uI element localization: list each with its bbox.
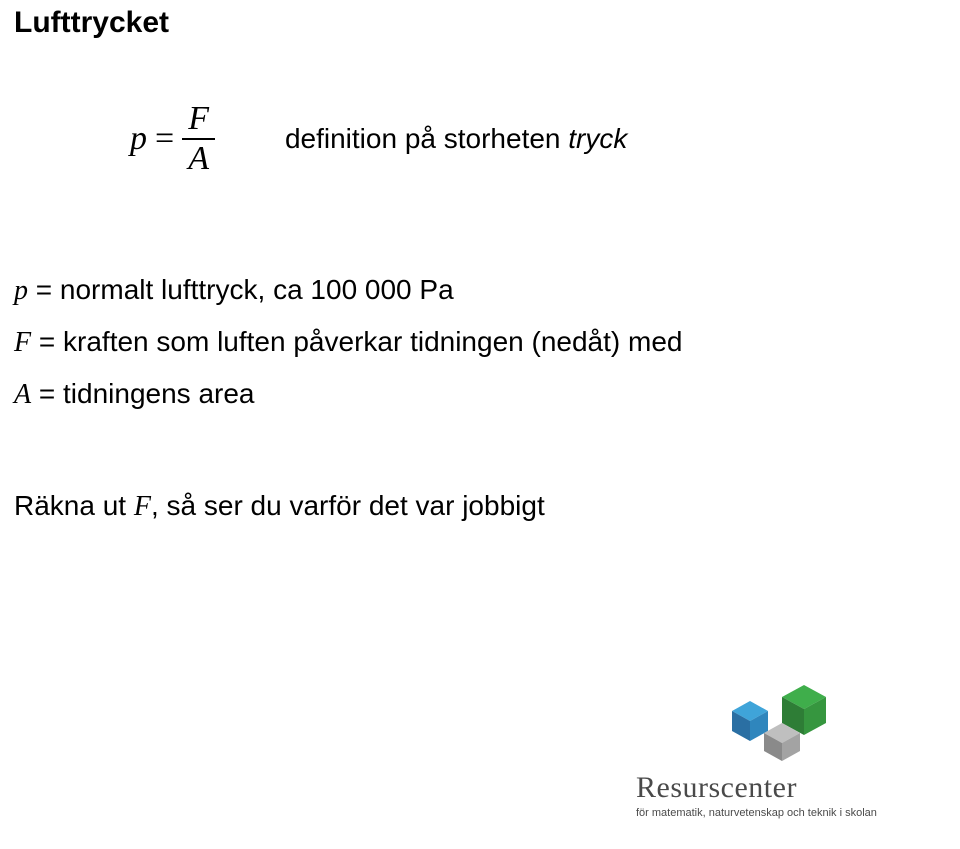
var-A: A xyxy=(14,379,31,410)
cube-blue-icon xyxy=(732,701,768,741)
page-title: Lufttrycket xyxy=(14,6,169,40)
calculate-hint: Räkna ut F, så ser du varför det var job… xyxy=(14,490,545,523)
calc-var: F xyxy=(134,491,151,522)
definition-text: definition på storheten tryck xyxy=(285,123,627,155)
def-A-text: = tidningens area xyxy=(31,378,254,409)
def-p: p = normalt lufttryck, ca 100 000 Pa xyxy=(14,268,682,314)
calc-prefix: Räkna ut xyxy=(14,490,134,521)
formula-equals: = xyxy=(155,120,174,158)
formula-fraction: F A xyxy=(182,102,215,176)
formula-denominator: A xyxy=(182,140,215,176)
variable-definitions: p = normalt lufttryck, ca 100 000 Pa F =… xyxy=(14,268,682,423)
logo-tagline: för matematik, naturvetenskap och teknik… xyxy=(636,807,936,819)
formula-row: p = F A definition på storheten tryck xyxy=(130,102,627,176)
logo: Resurscenter för matematik, naturvetensk… xyxy=(636,675,936,819)
logo-cube-icon xyxy=(722,675,842,765)
logo-name: Resurscenter xyxy=(636,771,936,805)
def-F-text: = kraften som luften påverkar tidningen … xyxy=(31,326,682,357)
formula-numerator: F xyxy=(182,102,215,138)
def-F: F = kraften som luften påverkar tidninge… xyxy=(14,320,682,366)
page: Lufttrycket p = F A definition på storhe… xyxy=(0,0,960,849)
def-p-text: = normalt lufttryck, ca 100 000 Pa xyxy=(28,274,454,305)
definition-label: definition på storheten xyxy=(285,123,568,154)
definition-term: tryck xyxy=(568,123,627,154)
formula-lhs: p xyxy=(130,120,147,158)
calc-suffix: , så ser du varför det var jobbigt xyxy=(151,490,545,521)
def-A: A = tidningens area xyxy=(14,372,682,418)
var-p: p xyxy=(14,275,28,306)
pressure-formula: p = F A xyxy=(130,102,215,176)
var-F: F xyxy=(14,327,31,358)
